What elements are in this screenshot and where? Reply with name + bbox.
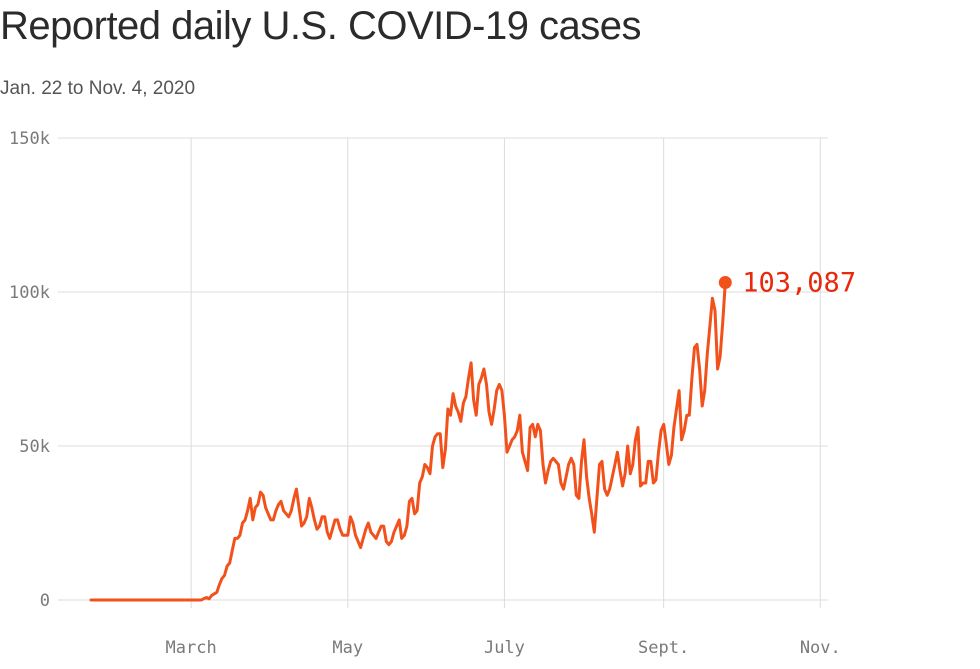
chart-title: Reported daily U.S. COVID-19 cases <box>0 4 642 48</box>
x-tick-label: Nov. <box>800 638 841 658</box>
y-tick-label: 150k <box>9 129 50 149</box>
axis-labels: 0 50k 100k 150k March May July Sept. Nov. <box>9 129 841 658</box>
series-layer: 103,087 <box>89 267 856 602</box>
x-tick-label: July <box>484 638 525 658</box>
chart-subtitle: Jan. 22 to Nov. 4, 2020 <box>0 78 196 99</box>
y-tick-label: 50k <box>19 437 50 457</box>
x-tick-label: Sept. <box>638 638 689 658</box>
y-tick-label: 100k <box>9 283 50 303</box>
gridlines <box>58 137 828 608</box>
y-tick-label: 0 <box>40 591 50 611</box>
series-line <box>89 281 727 602</box>
x-tick-label: March <box>166 638 217 658</box>
x-tick-label: May <box>332 638 363 658</box>
end-value-label: 103,087 <box>742 267 856 298</box>
end-point-marker <box>718 275 732 289</box>
